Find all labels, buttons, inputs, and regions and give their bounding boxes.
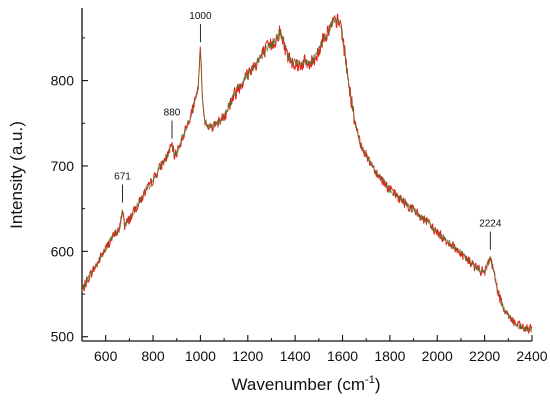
x-tick-label: 2000	[422, 348, 453, 364]
x-tick-label: 2200	[469, 348, 500, 364]
x-axis-title: Wavenumber (cm-1)	[232, 374, 381, 394]
x-axis-title-superscript: -1	[365, 374, 375, 386]
axes	[81, 8, 533, 342]
x-axis-title-close: )	[375, 375, 381, 394]
x-tick-label: 600	[94, 348, 118, 364]
y-tick-label: 700	[51, 158, 75, 174]
peak-label: 2224	[479, 219, 502, 230]
y-tick-label: 800	[51, 73, 75, 89]
tick-labels: 600 800 1000 1200 1400 1600 1800 2000 2200 2400 50…	[51, 73, 548, 364]
spectrum-overlay-line	[81, 17, 533, 333]
peak-label: 671	[114, 172, 131, 183]
annotations-layer: 671 880 1000 2224	[114, 11, 502, 250]
peak-label: 1000	[189, 11, 212, 22]
x-tick-label: 2400	[516, 348, 547, 364]
x-tick-label: 1400	[280, 348, 311, 364]
x-tick-label: 1800	[374, 348, 405, 364]
x-tick-label: 1600	[327, 348, 358, 364]
x-tick-label: 1200	[232, 348, 263, 364]
y-axis-title: Intensity (a.u.)	[7, 121, 26, 229]
series-layer	[81, 13, 533, 335]
y-tick-label: 600	[51, 243, 75, 259]
y-tick-label: 500	[51, 329, 75, 345]
x-tick-label: 1000	[185, 348, 216, 364]
x-tick-label: 800	[141, 348, 165, 364]
peak-label: 880	[164, 108, 181, 119]
